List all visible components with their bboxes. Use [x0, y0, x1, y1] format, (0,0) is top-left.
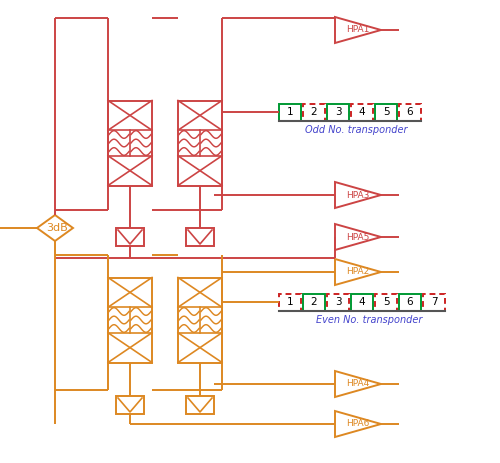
Bar: [186, 396, 214, 414]
Bar: [351, 104, 373, 120]
Bar: [279, 294, 301, 311]
Bar: [116, 396, 144, 414]
Text: HPA3: HPA3: [346, 190, 370, 200]
Text: 5: 5: [382, 297, 390, 307]
Bar: [327, 104, 349, 120]
Bar: [303, 294, 325, 311]
Text: 3: 3: [334, 107, 342, 117]
Text: 5: 5: [382, 107, 390, 117]
Text: HPA6: HPA6: [346, 419, 370, 428]
Bar: [327, 294, 349, 311]
Bar: [303, 104, 325, 120]
Text: 6: 6: [406, 107, 414, 117]
Text: 4: 4: [358, 107, 366, 117]
Bar: [178, 277, 222, 363]
Bar: [178, 100, 222, 186]
Text: 4: 4: [358, 297, 366, 307]
Text: HPA1: HPA1: [346, 25, 370, 35]
Bar: [399, 104, 421, 120]
Bar: [108, 100, 152, 186]
Bar: [375, 104, 397, 120]
Text: 7: 7: [430, 297, 438, 307]
Text: HPA2: HPA2: [346, 268, 370, 276]
Text: HPA5: HPA5: [346, 232, 370, 242]
Text: 3dB: 3dB: [46, 223, 68, 233]
Bar: [351, 294, 373, 311]
Text: 6: 6: [406, 297, 414, 307]
Bar: [375, 294, 397, 311]
Bar: [186, 228, 214, 246]
Text: Even No. transponder: Even No. transponder: [316, 315, 422, 325]
Text: 2: 2: [310, 107, 318, 117]
Text: HPA4: HPA4: [346, 380, 370, 388]
Text: 1: 1: [286, 107, 294, 117]
Bar: [116, 228, 144, 246]
Text: 1: 1: [286, 297, 294, 307]
Text: 3: 3: [334, 297, 342, 307]
Bar: [279, 104, 301, 120]
Bar: [399, 294, 421, 311]
Bar: [423, 294, 445, 311]
Text: 2: 2: [310, 297, 318, 307]
Text: Odd No. transponder: Odd No. transponder: [305, 125, 407, 135]
Bar: [108, 277, 152, 363]
